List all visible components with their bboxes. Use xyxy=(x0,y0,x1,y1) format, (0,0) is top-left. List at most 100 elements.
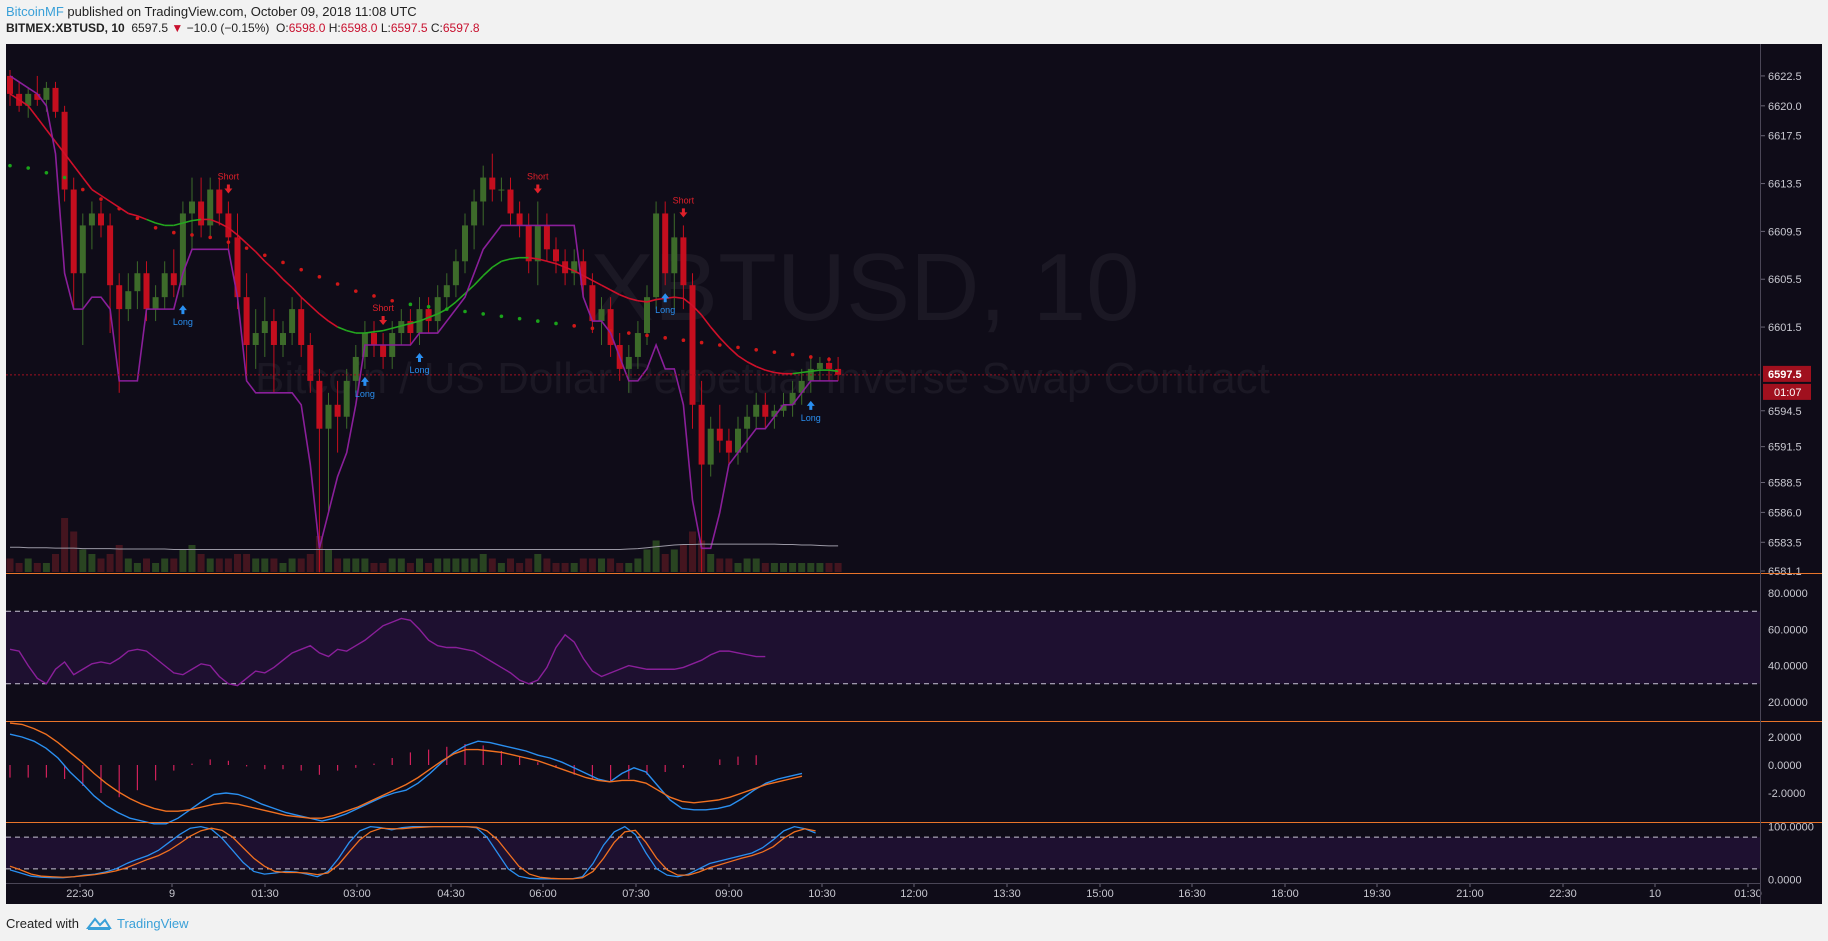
volume-bar xyxy=(61,518,69,572)
publish-info: BitcoinMF published on TradingView.com, … xyxy=(6,4,417,19)
chart-canvas[interactable]: XBTUSD, 10 Bitcoin / US Dollar Perpetual… xyxy=(0,42,1828,909)
trail-dot xyxy=(153,226,158,230)
volume-bar xyxy=(161,558,169,572)
volume-bar xyxy=(780,563,787,572)
baseline-segment xyxy=(146,218,156,224)
price-tick-label: 6617.5 xyxy=(1768,131,1802,143)
rsi-band xyxy=(6,611,1760,684)
short-signal: Short xyxy=(372,303,394,326)
baseline-segment xyxy=(700,314,712,328)
candle-body xyxy=(589,285,596,322)
macd-line xyxy=(9,733,803,825)
author-link[interactable]: BitcoinMF xyxy=(6,4,64,19)
candle-body xyxy=(234,237,241,298)
baseline-segment xyxy=(191,218,202,222)
volume-bar xyxy=(97,558,105,572)
volume-bar xyxy=(379,563,387,572)
rsi-tick-label: 40.0000 xyxy=(1768,661,1808,673)
baseline-segment xyxy=(682,297,693,307)
candle-body xyxy=(289,309,296,334)
volume-bar xyxy=(652,540,660,572)
trail-dot xyxy=(335,282,340,286)
volume-bar xyxy=(743,558,751,572)
baseline-segment xyxy=(446,301,457,310)
volume-bar xyxy=(388,558,396,572)
candle-body xyxy=(644,297,650,334)
candle-body xyxy=(543,225,550,250)
time-tick-label: 10 xyxy=(1649,888,1661,900)
candle-body xyxy=(471,201,478,226)
tradingview-logo-icon[interactable] xyxy=(86,914,112,932)
trail-dot xyxy=(699,340,704,345)
rsi-pane xyxy=(6,610,1760,687)
candle-body xyxy=(225,213,232,238)
candle-body xyxy=(489,177,496,190)
volume-bar xyxy=(52,554,59,572)
macd-tick-label: 0.0000 xyxy=(1768,760,1802,772)
candle-body xyxy=(307,344,314,381)
candle-body xyxy=(261,321,268,334)
long-signal: Long xyxy=(173,305,193,327)
trail-dot xyxy=(772,350,777,354)
baseline-segment xyxy=(137,215,147,221)
time-tick-label: 03:00 xyxy=(343,888,371,900)
candle-body xyxy=(398,321,405,334)
baseline-segment xyxy=(655,297,666,301)
volume-bar xyxy=(534,554,542,572)
baseline-segment xyxy=(455,292,466,303)
candle-body xyxy=(216,189,223,214)
candle-body xyxy=(762,404,769,417)
volume-bar xyxy=(552,563,560,572)
volume-bar xyxy=(689,531,696,572)
candle-body xyxy=(179,213,186,286)
baseline-segment xyxy=(9,93,20,101)
trail-dot xyxy=(554,321,558,326)
volume-bar xyxy=(179,549,187,572)
baseline-segment xyxy=(273,269,284,280)
close-value: 6597.8 xyxy=(442,21,480,35)
trail-dot xyxy=(190,233,194,237)
volume-bar xyxy=(479,554,487,572)
baseline-segment xyxy=(36,117,48,131)
baseline-segment xyxy=(765,369,775,374)
candle-body xyxy=(143,273,150,310)
volume-bar xyxy=(734,563,742,572)
baseline-segment xyxy=(582,274,593,282)
baseline-segment xyxy=(63,153,75,167)
candle-body xyxy=(61,111,68,190)
price-tick-label: 6605.5 xyxy=(1768,274,1802,286)
time-tick-label: 9 xyxy=(169,888,175,900)
baseline-segment xyxy=(45,129,57,143)
baseline-segment xyxy=(182,219,193,224)
baseline-segment xyxy=(373,329,384,333)
volume-bar xyxy=(525,558,533,572)
trail-dot xyxy=(372,294,376,298)
baseline-segment xyxy=(610,289,621,296)
arrow-up-icon xyxy=(360,376,369,386)
stoch-tick-label: 0.0000 xyxy=(1768,874,1802,886)
stoch-tick-label: 100.0000 xyxy=(1768,822,1814,834)
candle-body xyxy=(161,273,168,298)
chart-area[interactable]: XBTUSD, 10 Bitcoin / US Dollar Perpetual… xyxy=(0,42,1828,909)
time-tick-label: 21:00 xyxy=(1456,888,1484,900)
tradingview-link[interactable]: TradingView xyxy=(117,916,189,931)
candle-body xyxy=(34,93,41,100)
arrow-down-icon xyxy=(533,184,542,194)
candle-body xyxy=(516,213,523,226)
candle-body xyxy=(698,404,705,465)
baseline-segment xyxy=(737,355,748,363)
macd-tick-label: 2.0000 xyxy=(1768,732,1802,744)
price-change: −10.0 (−0.15%) xyxy=(186,21,270,35)
candle-body xyxy=(407,321,414,334)
baseline-segment xyxy=(592,279,602,286)
candle-body xyxy=(798,380,805,393)
candle-body xyxy=(116,285,123,310)
baseline-segment xyxy=(810,369,821,373)
trail-dot xyxy=(226,240,231,244)
candle-body xyxy=(280,333,286,345)
baseline-segment xyxy=(601,284,611,291)
volume-bar xyxy=(497,563,505,572)
trail-dot xyxy=(681,338,686,343)
time-tick-label: 15:00 xyxy=(1086,888,1114,900)
baseline-segment xyxy=(619,294,630,300)
